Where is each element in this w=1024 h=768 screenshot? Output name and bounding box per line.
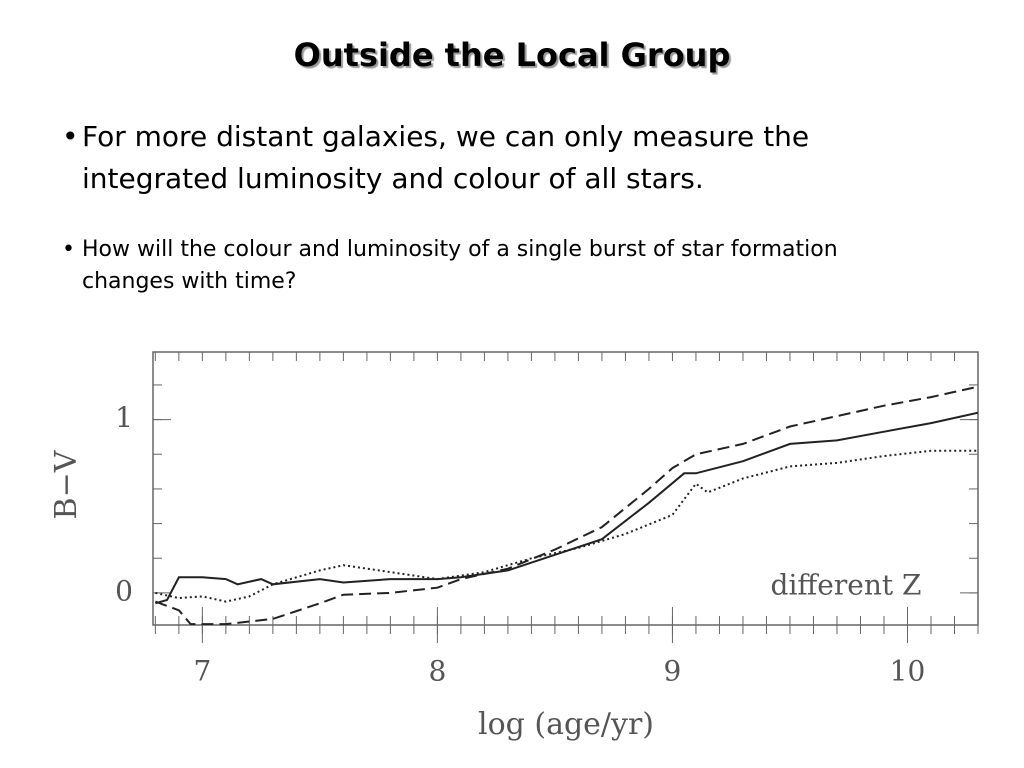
series-line <box>155 411 978 605</box>
bullet-text: For more distant galaxies, we can only m… <box>82 120 810 195</box>
bullet: • How will the colour and luminosity of a… <box>62 234 882 298</box>
series-line <box>155 385 978 625</box>
y-tick-label: 0 <box>115 574 133 607</box>
annotation: different Z <box>771 569 922 602</box>
slide-title: Outside the Local Group <box>293 36 731 74</box>
y-axis-label: B−V <box>49 449 84 519</box>
x-tick-label: 8 <box>428 655 446 688</box>
bullet-text: How will the colour and luminosity of a … <box>82 237 838 294</box>
y-tick-label: 1 <box>115 401 133 434</box>
series-line <box>155 449 978 603</box>
x-axis-label: log (age/yr) <box>478 707 654 742</box>
bullet: • For more distant galaxies, we can only … <box>62 116 912 200</box>
x-tick-label: 9 <box>664 655 682 688</box>
x-tick-label: 10 <box>890 655 926 688</box>
x-tick-label: 7 <box>193 655 211 688</box>
